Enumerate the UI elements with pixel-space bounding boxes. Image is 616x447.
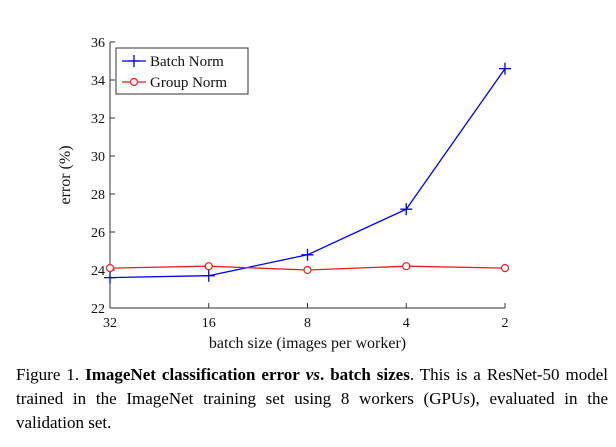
y-tick-label: 36	[91, 36, 105, 51]
series-line-batch-norm	[109, 68, 506, 279]
line-chart: 22 24 26 28 30 32 34 36 32 16 8 4 2 batch size (image…	[57, 36, 511, 352]
data-point-batch-norm	[400, 203, 413, 216]
y-tick-label: 24	[91, 264, 105, 279]
y-tick-label: 22	[91, 302, 105, 317]
legend-marker-circle	[129, 77, 139, 87]
data-point-group-norm	[204, 262, 213, 271]
x-tick-label: 8	[304, 316, 311, 331]
caption-rest: . This is a ResNet-50 model trained in t…	[16, 365, 609, 432]
caption-prefix: Figure 1.	[16, 365, 80, 384]
y-tick-label: 30	[91, 150, 105, 165]
legend-label: Group Norm	[150, 75, 227, 91]
legend-marker-plus	[128, 55, 140, 67]
legend-box	[115, 47, 249, 95]
x-tick-label: 4	[403, 316, 410, 331]
data-point-batch-norm	[104, 271, 116, 284]
data-point-batch-norm	[202, 269, 215, 282]
x-tick-label: 16	[202, 316, 216, 331]
y-tick-label: 26	[91, 226, 105, 241]
y-tick-label: 34	[91, 74, 105, 89]
data-point-group-norm	[303, 265, 312, 275]
y-tick-label: 32	[91, 112, 105, 127]
data-point-batch-norm	[499, 62, 511, 75]
caption-italic-vs: vs	[305, 365, 320, 384]
data-point-group-norm	[105, 264, 115, 273]
legend-label: Batch Norm	[150, 54, 224, 70]
data-point-group-norm	[500, 264, 510, 273]
data-point-batch-norm	[301, 248, 314, 261]
caption-bold-1: ImageNet classification error	[85, 365, 300, 384]
x-tick-label: 2	[502, 316, 509, 331]
caption-bold-2: . batch sizes	[319, 365, 410, 384]
x-tick-label: 32	[103, 316, 117, 331]
data-point-group-norm	[402, 262, 411, 271]
y-tick-label: 28	[91, 188, 105, 203]
figure-caption: Figure 1. ImageNet classification error …	[16, 363, 608, 435]
x-axis-label: batch size (images per worker)	[209, 335, 406, 352]
y-axis-label: error (%)	[57, 145, 74, 204]
